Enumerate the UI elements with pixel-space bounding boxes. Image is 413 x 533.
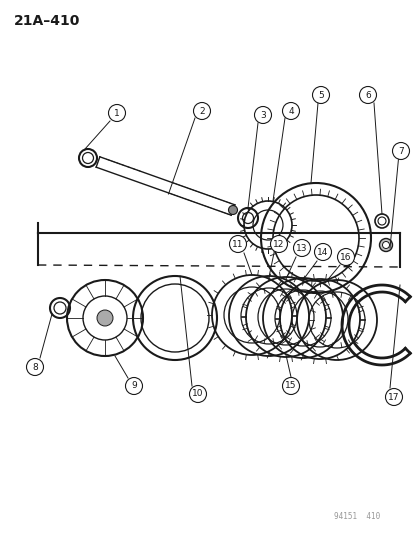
Text: 2: 2 bbox=[199, 107, 204, 116]
Text: 3: 3 bbox=[259, 110, 265, 119]
Circle shape bbox=[108, 104, 125, 122]
Circle shape bbox=[270, 236, 287, 253]
Text: 13: 13 bbox=[296, 244, 307, 253]
Circle shape bbox=[314, 244, 331, 261]
Circle shape bbox=[125, 377, 142, 394]
Text: 11: 11 bbox=[232, 239, 243, 248]
Circle shape bbox=[26, 359, 43, 376]
Circle shape bbox=[382, 241, 389, 248]
Text: 14: 14 bbox=[316, 247, 328, 256]
Circle shape bbox=[337, 248, 354, 265]
Circle shape bbox=[385, 389, 401, 406]
Circle shape bbox=[193, 102, 210, 119]
Circle shape bbox=[293, 239, 310, 256]
Text: 15: 15 bbox=[285, 382, 296, 391]
Circle shape bbox=[229, 236, 246, 253]
Circle shape bbox=[312, 86, 329, 103]
Text: 1: 1 bbox=[114, 109, 120, 117]
Text: 17: 17 bbox=[387, 392, 399, 401]
Text: 4: 4 bbox=[287, 107, 293, 116]
Text: 10: 10 bbox=[192, 390, 203, 399]
Circle shape bbox=[282, 377, 299, 394]
Text: 5: 5 bbox=[317, 91, 323, 100]
Circle shape bbox=[189, 385, 206, 402]
Circle shape bbox=[282, 102, 299, 119]
Text: 9: 9 bbox=[131, 382, 137, 391]
Text: 8: 8 bbox=[32, 362, 38, 372]
Circle shape bbox=[228, 206, 237, 214]
Text: 16: 16 bbox=[339, 253, 351, 262]
Circle shape bbox=[358, 86, 375, 103]
Text: 94151  410: 94151 410 bbox=[333, 512, 379, 521]
Text: 7: 7 bbox=[397, 147, 403, 156]
Circle shape bbox=[97, 310, 113, 326]
Circle shape bbox=[254, 107, 271, 124]
Text: 21A–410: 21A–410 bbox=[14, 14, 80, 28]
Circle shape bbox=[392, 142, 408, 159]
Text: 12: 12 bbox=[273, 239, 284, 248]
Circle shape bbox=[379, 238, 392, 252]
Text: 6: 6 bbox=[364, 91, 370, 100]
